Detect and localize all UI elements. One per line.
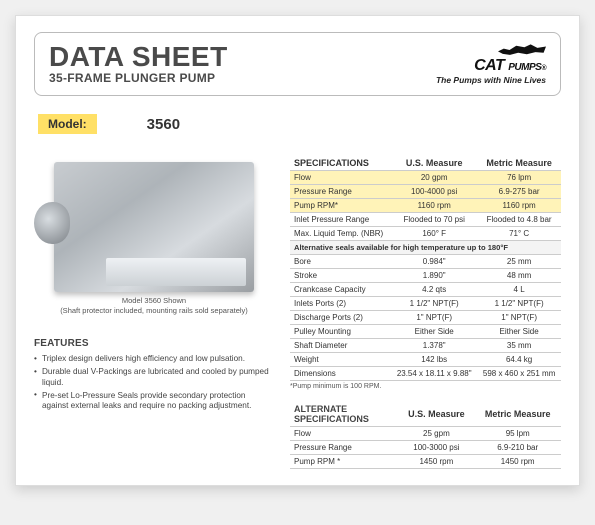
image-caption-line1: Model 3560 Shown bbox=[34, 296, 274, 306]
model-row: Model: 3560 bbox=[38, 114, 561, 134]
model-label: Model: bbox=[38, 114, 97, 134]
table-row: Stroke1.890"48 mm bbox=[290, 269, 561, 283]
table-row: Pump RPM*1160 rpm1160 rpm bbox=[290, 199, 561, 213]
image-caption-line2: (Shaft protector included, mounting rail… bbox=[34, 306, 274, 316]
features-list: Triplex design delivers high efficiency … bbox=[34, 353, 274, 413]
table-row: Bore0.984"25 mm bbox=[290, 255, 561, 269]
col-metric: Metric Measure bbox=[477, 154, 561, 171]
table-row: Weight142 lbs64.4 kg bbox=[290, 353, 561, 367]
table-row: Pump RPM *1450 rpm1450 rpm bbox=[290, 455, 561, 469]
panther-icon bbox=[498, 43, 546, 57]
data-sheet: DATA SHEET 35-FRAME PLUNGER PUMP CAT PUM… bbox=[15, 15, 580, 486]
alt-specs-table: ALTERNATE SPECIFICATIONS U.S. Measure Me… bbox=[290, 400, 561, 469]
specifications-table: SPECIFICATIONS U.S. Measure Metric Measu… bbox=[290, 154, 561, 381]
model-value: 3560 bbox=[147, 116, 180, 133]
table-row: Dimensions23.54 x 18.11 x 9.88"598 x 460… bbox=[290, 367, 561, 381]
table-row: Inlets Ports (2)1 1/2" NPT(F)1 1/2" NPT(… bbox=[290, 297, 561, 311]
alt-col-us: U.S. Measure bbox=[398, 400, 474, 427]
brand-tagline: The Pumps with Nine Lives bbox=[436, 75, 546, 85]
document-subtitle: 35-FRAME PLUNGER PUMP bbox=[49, 71, 228, 85]
specs-heading: SPECIFICATIONS bbox=[290, 154, 391, 171]
brand-logo: CAT PUMPS® The Pumps with Nine Lives bbox=[436, 43, 546, 85]
table-row: Inlet Pressure RangeFlooded to 70 psiFlo… bbox=[290, 213, 561, 227]
table-row: Pulley MountingEither SideEither Side bbox=[290, 325, 561, 339]
brand-top: CAT bbox=[474, 57, 504, 74]
brand-bottom: PUMPS bbox=[508, 62, 541, 73]
table-row: Flow25 gpm95 lpm bbox=[290, 427, 561, 441]
table-row: Max. Liquid Temp. (NBR)160° F71° C bbox=[290, 227, 561, 241]
feature-item: Triplex design delivers high efficiency … bbox=[34, 353, 274, 366]
header-box: DATA SHEET 35-FRAME PLUNGER PUMP CAT PUM… bbox=[34, 32, 561, 96]
table-row: Crankcase Capacity4.2 qts4 L bbox=[290, 283, 561, 297]
specs-footnote: *Pump minimum is 100 RPM. bbox=[290, 381, 561, 390]
table-row: Discharge Ports (2)1" NPT(F)1" NPT(F) bbox=[290, 311, 561, 325]
table-row: Pressure Range100-3000 psi6.9-210 bar bbox=[290, 441, 561, 455]
product-image bbox=[54, 162, 254, 292]
col-us: U.S. Measure bbox=[391, 154, 477, 171]
table-row: Shaft Diameter1.378"35 mm bbox=[290, 339, 561, 353]
feature-item: Durable dual V-Packings are lubricated a… bbox=[34, 366, 274, 390]
features-heading: FEATURES bbox=[34, 338, 274, 349]
sub-banner: Alternative seals available for high tem… bbox=[290, 241, 561, 255]
table-row: Flow20 gpm76 lpm bbox=[290, 171, 561, 185]
document-title: DATA SHEET bbox=[49, 43, 228, 71]
alt-heading: ALTERNATE SPECIFICATIONS bbox=[294, 404, 394, 424]
table-row: Pressure Range100-4000 psi6.9-275 bar bbox=[290, 185, 561, 199]
alt-col-metric: Metric Measure bbox=[474, 400, 561, 427]
feature-item: Pre-set Lo-Pressure Seals provide second… bbox=[34, 389, 274, 413]
